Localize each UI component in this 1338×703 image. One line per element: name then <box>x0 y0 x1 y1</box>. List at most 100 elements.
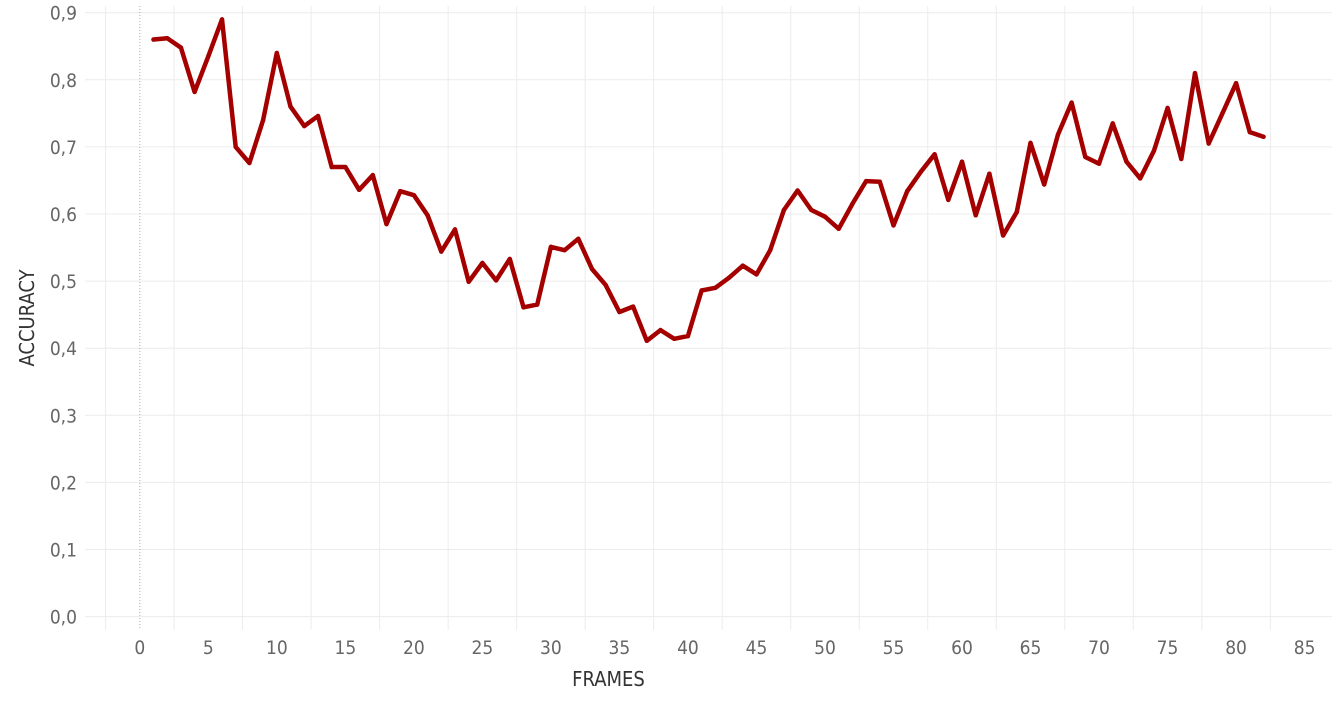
x-tick-label: 85 <box>1294 637 1316 659</box>
data-point <box>370 172 375 178</box>
data-point <box>178 45 184 50</box>
data-point <box>672 336 677 341</box>
data-point <box>1137 176 1143 181</box>
data-point <box>685 333 691 339</box>
x-tick-label: 25 <box>472 637 494 659</box>
data-point <box>452 227 458 232</box>
data-point <box>1206 141 1211 146</box>
x-tick-label: 65 <box>1020 637 1042 659</box>
data-point <box>795 188 800 193</box>
data-point <box>713 285 718 291</box>
data-point <box>247 160 252 166</box>
data-point <box>781 207 787 213</box>
data-point <box>356 187 362 193</box>
data-point <box>1261 134 1266 140</box>
data-point <box>1000 233 1006 238</box>
y-tick-label: 0,3 <box>50 405 77 427</box>
x-tick-label: 70 <box>1088 637 1110 659</box>
data-point <box>288 104 293 109</box>
data-point <box>630 304 636 309</box>
data-point <box>329 164 334 170</box>
data-point <box>850 201 855 207</box>
data-point <box>302 123 307 129</box>
grid <box>85 6 1332 630</box>
y-axis-title: ACCURACY <box>15 268 39 366</box>
x-tick-label: 20 <box>403 637 425 659</box>
y-tick-label: 0,0 <box>50 607 77 629</box>
data-point <box>603 282 608 288</box>
series-line <box>151 17 1266 344</box>
data-point <box>740 263 745 268</box>
x-tick-label: 5 <box>203 637 214 659</box>
data-point <box>1151 148 1157 154</box>
data-point <box>918 169 924 174</box>
data-point <box>754 272 759 277</box>
data-point <box>507 256 513 262</box>
data-point <box>904 188 910 194</box>
data-point <box>233 144 238 150</box>
data-point <box>343 164 348 170</box>
data-point <box>617 309 622 315</box>
x-tick-label: 10 <box>266 637 288 659</box>
x-axis-title: FRAMES <box>572 667 645 691</box>
data-point <box>1192 70 1198 76</box>
y-tick-label: 0,1 <box>50 539 77 561</box>
data-point <box>932 152 937 157</box>
data-point <box>1083 154 1088 160</box>
data-point <box>809 207 814 213</box>
x-tick-label: 60 <box>951 637 973 659</box>
y-tick-label: 0,6 <box>50 204 77 226</box>
data-point <box>521 305 526 310</box>
data-point <box>206 54 211 59</box>
x-axis-ticks: 0 5 10 15 20 25 30 35 40 45 50 55 60 65 70 75 80 85 <box>134 637 1315 659</box>
data-point <box>767 248 773 253</box>
data-point <box>1247 129 1252 135</box>
y-tick-label: 0,8 <box>50 70 77 92</box>
x-tick-label: 45 <box>746 637 768 659</box>
data-point <box>1096 161 1102 166</box>
data-point <box>1028 140 1033 146</box>
data-point <box>1110 121 1115 126</box>
x-tick-label: 0 <box>134 637 145 659</box>
data-point <box>644 338 650 344</box>
data-point <box>1179 156 1184 162</box>
y-tick-label: 0,4 <box>50 338 77 360</box>
data-point <box>987 171 992 176</box>
data-point <box>822 214 828 219</box>
data-point <box>219 17 225 22</box>
y-axis-ticks: 0,0 0,1 0,2 0,3 0,4 0,5 0,6 0,7 0,8 0,9 <box>50 3 77 629</box>
data-point <box>726 275 732 280</box>
data-point <box>1069 100 1074 105</box>
series-group <box>151 17 1266 344</box>
data-point <box>1014 209 1020 215</box>
x-tick-label: 15 <box>334 637 356 659</box>
data-point <box>439 249 444 254</box>
data-point <box>959 159 965 164</box>
y-tick-label: 0,5 <box>50 271 77 293</box>
data-point <box>165 36 170 41</box>
data-point <box>384 221 389 227</box>
data-point <box>562 248 567 253</box>
data-point <box>1220 111 1225 116</box>
data-point <box>891 223 896 228</box>
data-point <box>260 117 266 123</box>
data-point <box>411 193 417 198</box>
y-tick-label: 0,2 <box>50 472 77 494</box>
data-point <box>425 213 430 218</box>
x-tick-label: 30 <box>540 637 562 659</box>
data-point <box>315 113 321 119</box>
data-point <box>1055 132 1061 138</box>
data-point <box>863 178 869 184</box>
x-tick-label: 40 <box>677 637 699 659</box>
data-point <box>151 37 156 42</box>
data-point <box>836 226 841 231</box>
x-tick-label: 55 <box>883 637 905 659</box>
data-point <box>576 236 581 242</box>
data-point <box>480 260 485 266</box>
y-tick-label: 0,9 <box>50 3 77 25</box>
data-point <box>589 266 595 272</box>
x-tick-label: 80 <box>1225 637 1247 659</box>
data-point <box>274 50 280 56</box>
data-point <box>658 327 663 333</box>
